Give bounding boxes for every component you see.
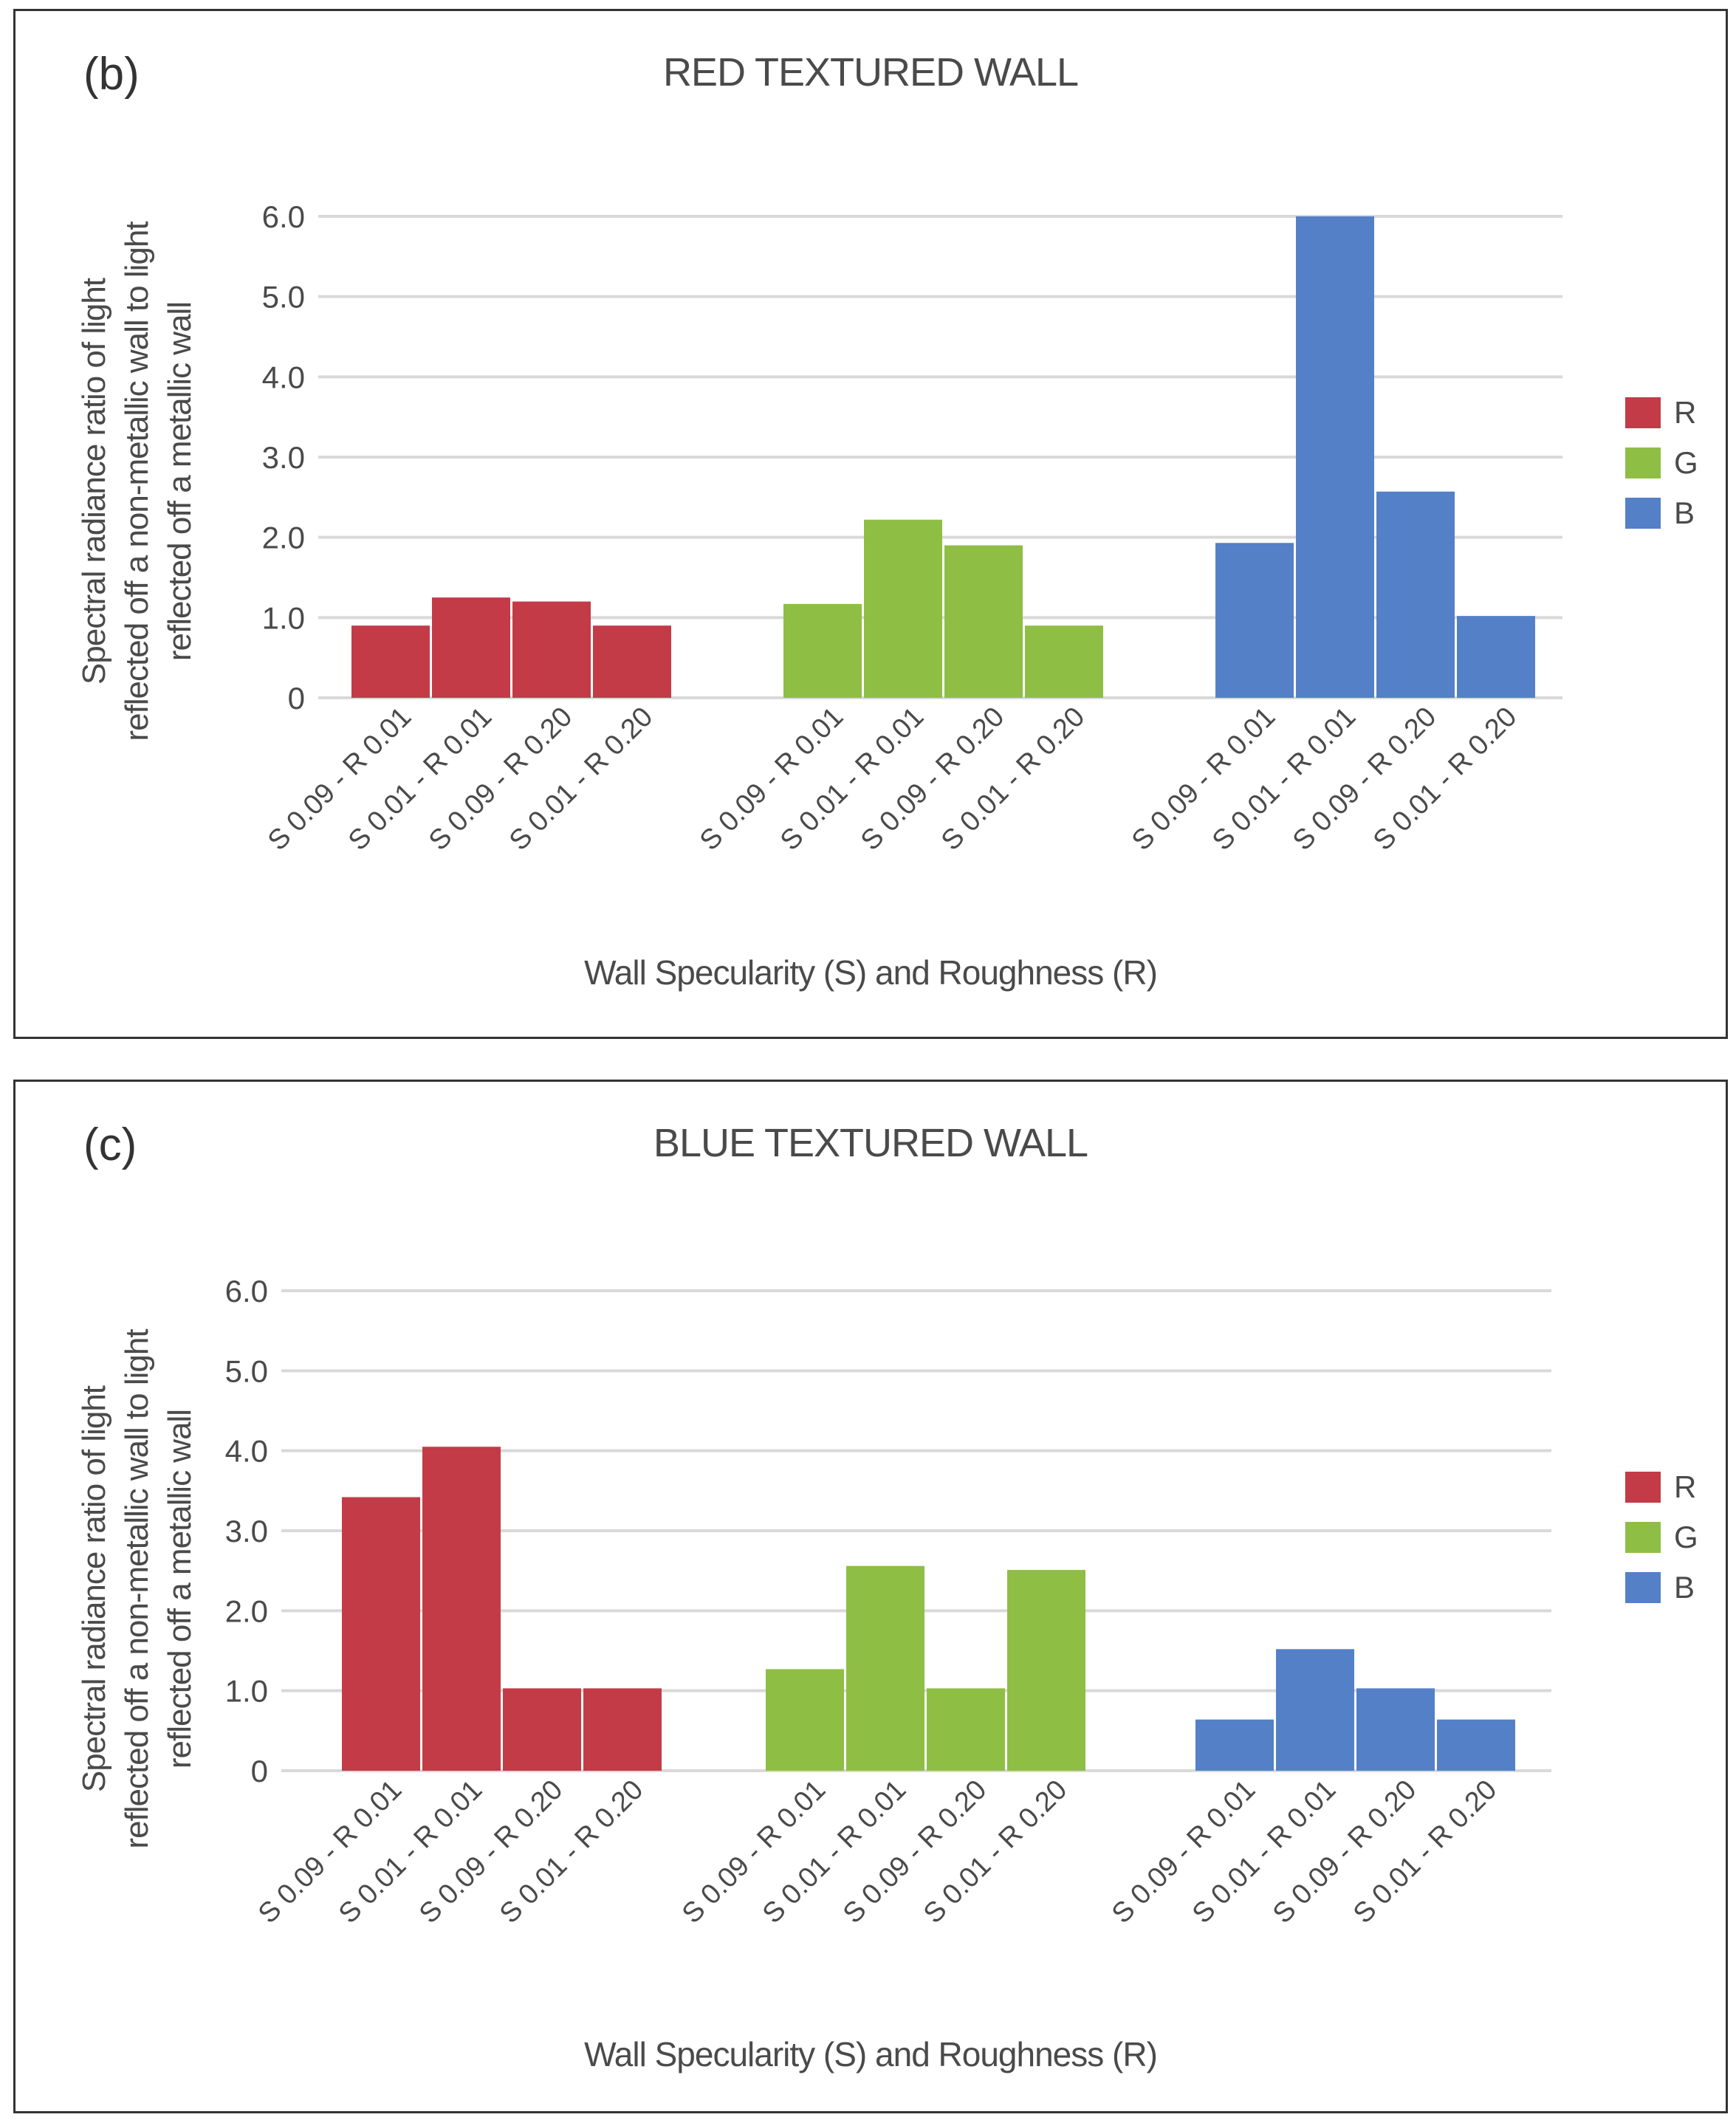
x-tick-label: S 0.01 - R 0.20: [918, 1774, 1073, 1929]
bar-b-1: [1195, 1719, 1274, 1771]
x-tick-label: S 0.01 - R 0.01: [757, 1774, 912, 1929]
x-tick-label: S 0.09 - R 0.20: [837, 1774, 992, 1929]
x-axis-label: Wall Specularity (S) and Roughness (R): [584, 953, 1158, 992]
legend-item-b: B: [1625, 1562, 1698, 1613]
panel-label: (b): [83, 49, 140, 100]
bar-r-2: [432, 597, 510, 698]
bar-g-3: [927, 1688, 1005, 1771]
legend-swatch: [1625, 447, 1661, 478]
x-tick-label: S 0.01 - R 0.01: [343, 701, 498, 857]
x-tick-label: S 0.09 - R 0.20: [1287, 701, 1442, 857]
legend-item-g: G: [1625, 1512, 1698, 1562]
y-tick-label: 2.0: [225, 1594, 268, 1628]
x-tick-label: S 0.01 - R 0.01: [1207, 701, 1362, 857]
x-axis-label: Wall Specularity (S) and Roughness (R): [584, 2035, 1158, 2073]
x-tick-label: S 0.01 - R 0.01: [333, 1774, 488, 1929]
x-tick-label: S 0.09 - R 0.20: [414, 1774, 569, 1929]
x-tick-label: S 0.01 - R 0.20: [1348, 1774, 1503, 1929]
legend: R G B: [1625, 388, 1698, 538]
y-tick-label: 1.0: [225, 1674, 268, 1709]
bar-r-4: [583, 1688, 662, 1771]
bar-r-1: [342, 1497, 420, 1771]
legend-swatch: [1625, 1472, 1661, 1503]
legend-swatch: [1625, 397, 1661, 428]
legend-label: G: [1674, 445, 1698, 480]
bar-b-2: [1276, 1649, 1354, 1771]
legend-swatch: [1625, 1572, 1661, 1603]
y-tick-label: 3.0: [262, 440, 305, 475]
y-tick-label: 5.0: [262, 280, 305, 315]
legend-label: R: [1674, 395, 1697, 430]
bar-r-3: [503, 1688, 581, 1771]
x-tick-label: S 0.01 - R 0.20: [494, 1774, 649, 1929]
y-tick-label: 3.0: [225, 1514, 268, 1548]
bar-g-2: [864, 519, 942, 698]
bar-g-4: [1007, 1570, 1085, 1771]
bar-b-4: [1457, 616, 1535, 698]
legend-label: R: [1674, 1469, 1697, 1504]
y-tick-label: 0: [288, 681, 305, 716]
x-tick-label: S 0.01 - R 0.20: [504, 701, 659, 857]
y-tick-label: 0: [251, 1754, 268, 1788]
chart-panel-b: (b) RED TEXTURED WALL Spectral radiance …: [13, 9, 1728, 1039]
bar-b-4: [1437, 1719, 1515, 1771]
bar-g-1: [783, 603, 862, 698]
bar-g-4: [1025, 625, 1103, 698]
chart-panel-c: (c) BLUE TEXTURED WALL Spectral radiance…: [13, 1080, 1728, 2113]
bar-r-2: [422, 1447, 501, 1771]
legend-label: G: [1674, 1520, 1698, 1554]
x-tick-label: S 0.09 - R 0.20: [423, 701, 578, 857]
x-tick-label: S 0.09 - R 0.20: [1267, 1774, 1422, 1929]
y-tick-label: 6.0: [225, 1274, 268, 1308]
panel-label: (c): [83, 1119, 137, 1170]
x-tick-label: S 0.01 - R 0.01: [1187, 1774, 1342, 1929]
bar-g-2: [846, 1565, 924, 1771]
y-tick-label: 2.0: [262, 521, 305, 555]
legend-item-r: R: [1625, 1462, 1698, 1512]
bar-r-4: [593, 625, 671, 698]
legend-label: B: [1674, 495, 1695, 530]
x-tick-label: S 0.09 - R 0.01: [1106, 1774, 1261, 1929]
bar-r-1: [351, 625, 430, 698]
plot-area: 01.02.03.04.05.06.0S 0.09 - R 0.01S 0.01…: [262, 199, 1562, 857]
x-tick-label: S 0.09 - R 0.01: [262, 701, 417, 857]
y-tick-label: 5.0: [225, 1354, 268, 1388]
y-tick-label: 4.0: [225, 1434, 268, 1469]
legend-label: B: [1674, 1570, 1695, 1605]
x-tick-label: S 0.09 - R 0.01: [694, 701, 849, 857]
y-tick-label: 1.0: [262, 600, 305, 635]
legend-item-b: B: [1625, 488, 1698, 538]
legend: R G B: [1625, 1462, 1698, 1613]
legend-swatch: [1625, 1522, 1661, 1553]
y-tick-label: 6.0: [262, 199, 305, 234]
legend-swatch: [1625, 498, 1661, 529]
bar-g-1: [766, 1669, 844, 1771]
x-tick-label: S 0.09 - R 0.01: [676, 1774, 831, 1929]
x-tick-label: S 0.01 - R 0.20: [936, 701, 1091, 857]
x-tick-label: S 0.01 - R 0.01: [775, 701, 930, 857]
x-tick-label: S 0.09 - R 0.20: [855, 701, 1010, 857]
x-tick-label: S 0.09 - R 0.01: [1126, 701, 1281, 857]
legend-item-r: R: [1625, 388, 1698, 438]
legend-item-g: G: [1625, 438, 1698, 488]
chart-title: BLUE TEXTURED WALL: [653, 1121, 1088, 1165]
bar-b-3: [1356, 1688, 1435, 1771]
plot-area: 01.02.03.04.05.06.0S 0.09 - R 0.01S 0.01…: [225, 1274, 1551, 1929]
bar-b-1: [1215, 543, 1294, 698]
bar-g-3: [944, 545, 1023, 698]
bar-b-2: [1296, 216, 1374, 698]
chart-title: RED TEXTURED WALL: [662, 50, 1079, 95]
bar-r-3: [512, 601, 591, 698]
bar-b-3: [1376, 491, 1455, 698]
y-tick-label: 4.0: [262, 360, 305, 394]
x-tick-label: S 0.01 - R 0.20: [1368, 701, 1523, 857]
x-tick-label: S 0.09 - R 0.01: [253, 1774, 408, 1929]
